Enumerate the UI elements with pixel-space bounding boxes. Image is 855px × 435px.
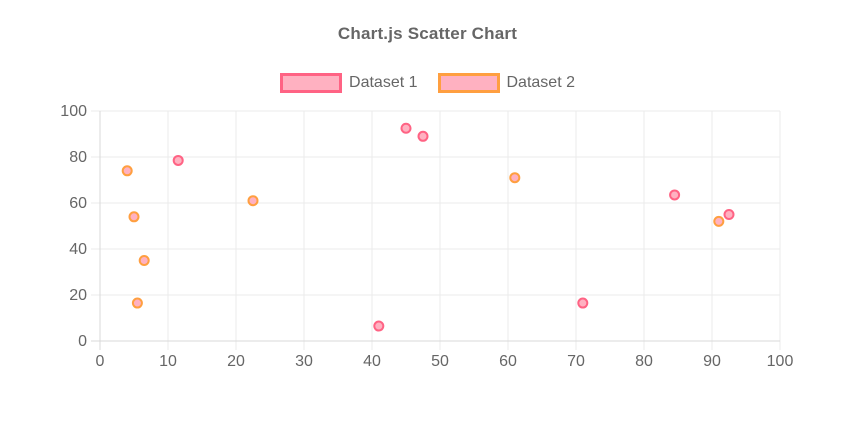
y-tick-label: 0 <box>78 333 87 350</box>
series-dataset-1 <box>172 122 735 332</box>
y-tick-label: 60 <box>69 195 87 212</box>
scatter-point-dataset-2[interactable] <box>509 172 521 184</box>
scatter-point-dataset-2[interactable] <box>128 211 140 223</box>
y-tick-label: 20 <box>69 287 87 304</box>
y-tick-label: 40 <box>69 241 87 258</box>
scatter-point-dataset-1[interactable] <box>373 320 385 332</box>
gridlines <box>91 110 781 350</box>
x-tick-label: 50 <box>431 353 449 370</box>
legend-swatch-dataset-1 <box>280 73 343 93</box>
x-tick-label: 30 <box>295 353 313 370</box>
x-axis: 0 10 20 30 40 50 60 70 80 90 100 <box>96 353 794 370</box>
scatter-point-dataset-2[interactable] <box>713 215 725 227</box>
y-tick-label: 80 <box>69 149 87 166</box>
scatter-point-dataset-2[interactable] <box>247 195 259 207</box>
x-tick-label: 100 <box>767 353 794 370</box>
series-dataset-2 <box>121 165 725 309</box>
scatter-point-dataset-1[interactable] <box>400 122 412 134</box>
chart-legend: Dataset 1 Dataset 2 <box>0 73 855 93</box>
scatter-point-dataset-2[interactable] <box>131 297 143 309</box>
legend-label-dataset-1: Dataset 1 <box>349 74 418 91</box>
y-axis: 0 20 40 60 80 100 <box>60 103 87 350</box>
x-tick-label: 60 <box>499 353 517 370</box>
scatter-point-dataset-1[interactable] <box>723 209 735 220</box>
axis-borders <box>91 111 780 350</box>
chart-title: Chart.js Scatter Chart <box>337 24 518 43</box>
x-tick-label: 0 <box>96 353 105 370</box>
scatter-point-dataset-1[interactable] <box>417 130 429 142</box>
x-tick-label: 40 <box>363 353 381 370</box>
x-tick-label: 70 <box>567 353 585 370</box>
scatter-point-dataset-1[interactable] <box>172 154 184 166</box>
legend-item-dataset-2[interactable]: Dataset 2 <box>437 73 575 93</box>
x-tick-label: 10 <box>159 353 177 370</box>
legend-swatch-dataset-2 <box>437 73 500 93</box>
scatter-point-dataset-1[interactable] <box>669 189 681 201</box>
x-tick-label: 90 <box>703 353 721 370</box>
scatter-point-dataset-2[interactable] <box>121 165 133 177</box>
scatter-point-dataset-2[interactable] <box>138 255 150 266</box>
y-tick-label: 100 <box>60 103 87 120</box>
legend-item-dataset-1[interactable]: Dataset 1 <box>280 73 418 93</box>
scatter-point-dataset-1[interactable] <box>577 297 589 309</box>
legend-label-dataset-2: Dataset 2 <box>506 74 575 91</box>
x-tick-label: 20 <box>227 353 245 370</box>
x-tick-label: 80 <box>635 353 653 370</box>
